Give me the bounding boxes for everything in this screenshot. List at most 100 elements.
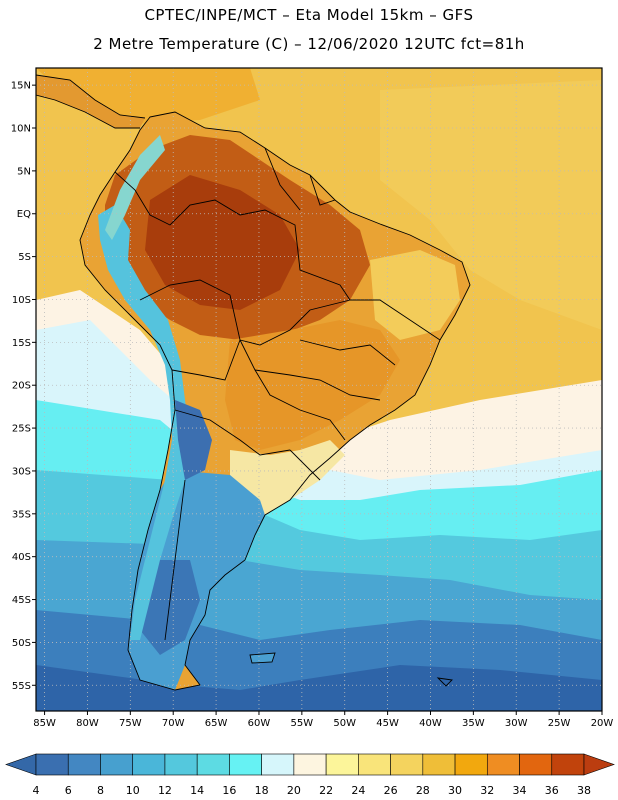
colorbar-level-label: 32 (480, 784, 494, 797)
border-argentina-north (174, 409, 291, 456)
lat-tick-label: 20S (12, 381, 31, 392)
andes-cold-spine (98, 205, 190, 640)
lat-tick-label: 55S (12, 681, 31, 692)
northeast-brazil-mild (370, 250, 460, 340)
colorbar-swatch (519, 753, 553, 776)
lon-tick-label: 80W (76, 718, 99, 729)
colorbar-level-label: 14 (190, 784, 204, 797)
colorbar-level-label: 12 (158, 784, 172, 797)
colorbar-level-label: 22 (319, 784, 333, 797)
colorbar-level-label: 6 (65, 784, 72, 797)
coastline-falklands (249, 652, 276, 664)
lat-tick-label: 35S (12, 509, 31, 520)
border-brazil-states-north (350, 299, 441, 341)
lat-tick-label: 5N (17, 166, 31, 177)
lon-tick-label: 45W (376, 718, 399, 729)
lat-tick-label: 5S (18, 252, 31, 263)
colorbar-labels: 4 6 8 10 12 14 16 18 20 22 24 26 28 30 32 34 36 38 (33, 784, 592, 797)
colorbar-high-arrow (583, 753, 615, 776)
colorbar-level-label: 16 (222, 784, 236, 797)
colorbar-level-label: 38 (577, 784, 591, 797)
lon-tick-label: 35W (462, 718, 485, 729)
colorbar-level-label: 18 (255, 784, 269, 797)
lon-tick-label: 60W (248, 718, 271, 729)
colorbar-swatch (422, 753, 456, 776)
colorbar-level-label: 36 (545, 784, 559, 797)
field-layer (36, 68, 602, 711)
border-peru-bolivia (139, 279, 241, 341)
colorbar-level-label: 30 (448, 784, 462, 797)
coastline-south-georgia (436, 677, 453, 687)
colorbar-level-label: 10 (126, 784, 140, 797)
lon-tick-label: 55W (291, 718, 314, 729)
map-title-line-2: 2 Metre Temperature (C) – 12/06/2020 12U… (93, 35, 525, 53)
colorbar-swatch (35, 753, 69, 776)
coastline-south-america (79, 111, 471, 691)
ocean-band-4 (36, 665, 602, 711)
lat-tick-label: 10S (12, 295, 31, 306)
border-brazil-north-west (114, 171, 351, 346)
lat-tick-label: 30S (12, 466, 31, 477)
lon-tick-label: 65W (205, 718, 228, 729)
map-title-line-1: CPTEC/INPE/MCT – Eta Model 15km – GFS (144, 6, 474, 24)
lon-tick-label: 50W (333, 718, 356, 729)
colorbar-level-label: 20 (287, 784, 301, 797)
border-suriname (309, 174, 336, 206)
border-brazil-states-central (299, 339, 396, 366)
lon-tick-label: 20W (591, 718, 614, 729)
boundaries-layer (36, 74, 471, 691)
latitude-axis: 15N 10N 5N EQ 5S 10S 15S 20S 25S 30S 35S 40S 45S 50S 5… (11, 81, 36, 692)
colorbar-swatch (454, 753, 488, 776)
lat-tick-label: 45S (12, 595, 31, 606)
border-paraguay-brazil (239, 339, 346, 441)
colorbar-level-label: 24 (351, 784, 365, 797)
lat-tick-label: 10N (11, 124, 31, 135)
colorbar-swatch (164, 753, 198, 776)
colorbar-level-label: 8 (97, 784, 104, 797)
border-bolivia-chile (171, 339, 241, 381)
lat-tick-label: 15S (12, 338, 31, 349)
border-uruguay (289, 449, 321, 481)
patagonia-cold-core (140, 560, 200, 655)
coastline-central-america (36, 74, 146, 119)
map-frame (35, 67, 603, 712)
temperature-map: 15N 10N 5N EQ 5S 10S 15S 20S 25S 30S 35S 40S 45S 50S 5… (11, 67, 613, 729)
southern-andes-cold (175, 400, 212, 480)
atlantic-warm-patch (380, 80, 602, 330)
colorbar-swatch (229, 753, 262, 776)
colorbar-swatch (358, 753, 391, 776)
colorbar-swatch (67, 753, 101, 776)
lat-tick-label: 40S (12, 552, 31, 563)
lon-tick-label: 30W (505, 718, 528, 729)
border-chile-argentina (164, 479, 186, 641)
lon-tick-label: 40W (419, 718, 442, 729)
lat-tick-label: 15N (11, 81, 31, 92)
lon-tick-label: 70W (162, 718, 185, 729)
falklands-islands (250, 653, 275, 663)
colorbar-level-label: 34 (513, 784, 527, 797)
lon-tick-label: 75W (119, 718, 142, 729)
colorbar-level-label: 4 (33, 784, 40, 797)
colorbar-swatch (293, 753, 327, 776)
colorbar-level-label: 28 (416, 784, 430, 797)
colorbar-low-arrow (5, 753, 37, 776)
coastline-central-america-south (36, 94, 140, 129)
border-venezuela-guyana (264, 147, 301, 211)
colorbar-swatch (100, 753, 134, 776)
colorbar-swatch (325, 753, 359, 776)
lon-tick-label: 25W (548, 718, 571, 729)
colorbar-swatch (551, 753, 585, 776)
lat-tick-label: 50S (12, 638, 31, 649)
colorbar-level-label: 26 (384, 784, 398, 797)
colorbar-swatch (390, 753, 424, 776)
central-america (36, 75, 145, 128)
amazon-hottest-core (145, 175, 300, 310)
lat-tick-label: EQ (17, 209, 31, 220)
temperature-colorbar: 4 6 8 10 12 14 16 18 20 22 24 26 28 30 32 34 36 38 (5, 753, 615, 797)
colorbar-swatch (486, 753, 520, 776)
colorbar-swatch (261, 753, 295, 776)
longitude-axis: 85W 80W 75W 70W 65W 60W 55W 50W 45W 40W 35W 30W 25W 2… (33, 711, 613, 729)
lat-tick-label: 25S (12, 424, 31, 435)
colorbar-swatches (5, 753, 615, 776)
colorbar-swatch (196, 753, 230, 776)
